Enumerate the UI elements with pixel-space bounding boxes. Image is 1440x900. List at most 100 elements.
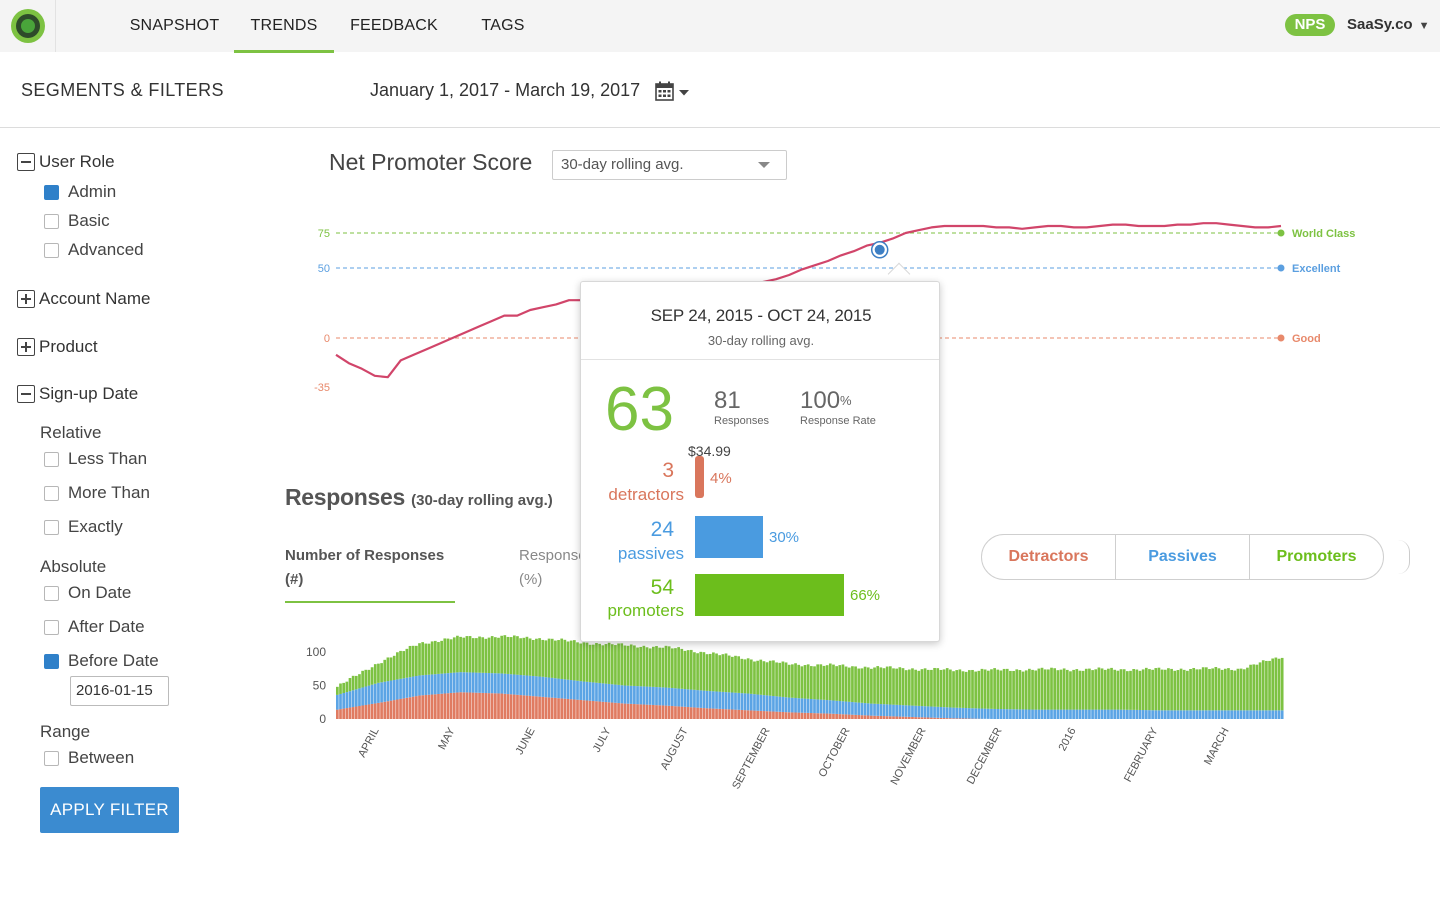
response-bar-promoters — [354, 675, 358, 690]
response-bar-detractors — [509, 694, 513, 719]
response-bar-promoters — [996, 669, 1000, 709]
response-bar-passives — [680, 688, 684, 707]
checkbox[interactable] — [44, 585, 59, 601]
checkbox-checked[interactable] — [44, 653, 59, 669]
response-bar-promoters — [1167, 668, 1170, 711]
response-bar-promoters — [1122, 669, 1126, 710]
response-bar-detractors — [803, 712, 807, 719]
response-bar-detractors — [930, 717, 933, 719]
response-bar-promoters — [506, 636, 510, 674]
date-picker-button[interactable] — [655, 81, 693, 103]
response-bar-passives — [1265, 710, 1268, 719]
checkbox[interactable] — [44, 519, 59, 535]
response-bar-detractors — [945, 718, 949, 719]
checkbox-exactly[interactable]: Exactly — [44, 517, 123, 537]
response-bar-promoters — [768, 660, 772, 696]
checkbox-basic[interactable]: Basic — [44, 211, 110, 231]
response-bar-promoters — [677, 647, 680, 689]
response-bar-passives — [1021, 709, 1025, 719]
response-bar-promoters — [835, 666, 838, 701]
tab-tags[interactable]: TAGS — [481, 17, 525, 34]
response-bar-passives — [1198, 710, 1202, 719]
tooltip-nps-value: 63 — [605, 375, 674, 444]
response-bar-passives — [433, 674, 437, 695]
response-bar-passives — [1018, 709, 1022, 719]
account-menu[interactable]: SaaSy.co ▼ — [1347, 16, 1430, 33]
response-bar-passives — [354, 689, 358, 707]
response-bar-detractors — [863, 715, 867, 719]
response-bar-promoters — [1176, 670, 1180, 711]
response-bar-passives — [531, 676, 535, 697]
response-bar-passives — [1189, 710, 1192, 719]
response-bar-promoters — [787, 664, 791, 698]
passives-button[interactable]: Passives — [1115, 535, 1249, 579]
tab-trends[interactable]: TRENDS — [234, 0, 334, 53]
checkbox[interactable] — [44, 213, 59, 229]
checkbox-advanced[interactable]: Advanced — [44, 240, 144, 260]
filter-group-product[interactable]: Product — [17, 337, 98, 357]
response-bar-promoters — [961, 671, 965, 708]
reference-dot — [1277, 229, 1285, 237]
response-bar-detractors — [727, 709, 731, 719]
before-date-input[interactable]: 2016-01-15 — [70, 676, 169, 706]
caret-down-icon: ▼ — [1418, 20, 1430, 32]
response-bar-promoters — [415, 645, 418, 677]
filter-group-user-role[interactable]: User Role — [17, 152, 115, 172]
tab-response-percent[interactable]: Response (%) — [519, 544, 587, 592]
response-bar-promoters — [968, 670, 971, 709]
apply-filter-button[interactable]: APPLY FILTER — [40, 787, 179, 833]
checkbox-checked[interactable] — [44, 184, 59, 200]
response-bar-detractors — [645, 704, 649, 719]
response-bar-passives — [598, 683, 601, 702]
tab-snapshot[interactable]: SNAPSHOT — [129, 17, 220, 34]
response-bar-promoters — [1005, 668, 1009, 710]
response-bar-passives — [415, 676, 418, 697]
response-bar-detractors — [639, 704, 643, 719]
response-bar-passives — [1249, 710, 1252, 719]
nps-badge[interactable]: NPS — [1285, 14, 1335, 36]
detractors-button[interactable]: Detractors — [1008, 548, 1089, 565]
checkbox[interactable] — [44, 485, 59, 501]
checkbox-between[interactable]: Between — [44, 748, 134, 768]
response-bar-promoters — [683, 650, 687, 690]
response-bar-promoters — [1163, 669, 1167, 711]
checkbox[interactable] — [44, 242, 59, 258]
response-bar-passives — [1015, 709, 1019, 719]
response-bar-detractors — [810, 713, 813, 719]
response-bar-detractors — [759, 710, 763, 719]
response-bar-passives — [636, 686, 639, 705]
checkbox[interactable] — [44, 619, 59, 635]
tab-feedback[interactable]: FEEDBACK — [350, 17, 438, 34]
aggregation-select[interactable]: 30-day rolling avg. — [552, 150, 787, 180]
response-bar-detractors — [674, 706, 677, 719]
response-bar-promoters — [1034, 670, 1038, 710]
response-bar-detractors — [459, 692, 462, 719]
checkbox-less-than[interactable]: Less Than — [44, 449, 147, 469]
checkbox[interactable] — [44, 750, 59, 766]
checkbox-on-date[interactable]: On Date — [44, 583, 131, 603]
response-bar-promoters — [1274, 657, 1278, 711]
response-bar-passives — [645, 686, 649, 705]
response-bar-passives — [942, 707, 946, 719]
app-logo[interactable] — [11, 9, 45, 43]
filter-group-account-name[interactable]: Account Name — [17, 289, 151, 309]
response-bar-promoters — [949, 669, 952, 708]
response-bar-promoters — [607, 642, 611, 684]
promoters-button[interactable]: Promoters — [1249, 535, 1383, 579]
filter-group-signup-date[interactable]: Sign-up Date — [17, 384, 138, 404]
response-bar-passives — [996, 709, 1000, 719]
date-range-text[interactable]: January 1, 2017 - March 19, 2017 — [370, 80, 641, 100]
checkbox-more-than[interactable]: More Than — [44, 483, 150, 503]
response-bar-detractors — [841, 714, 845, 719]
response-bar-passives — [478, 672, 481, 693]
checkbox-admin[interactable]: Admin — [44, 182, 116, 202]
checkbox-before-date[interactable]: Before Date — [44, 651, 159, 671]
response-bar-promoters — [342, 682, 346, 694]
checkbox[interactable] — [44, 451, 59, 467]
checkbox-after-date[interactable]: After Date — [44, 617, 145, 637]
response-bar-passives — [727, 692, 731, 710]
expand-icon — [17, 338, 35, 356]
response-bar-promoters — [806, 664, 810, 699]
x-tick-label: FEBRUARY — [1122, 725, 1161, 784]
tab-number-of-responses[interactable]: Number of Responses (#) — [285, 544, 444, 592]
